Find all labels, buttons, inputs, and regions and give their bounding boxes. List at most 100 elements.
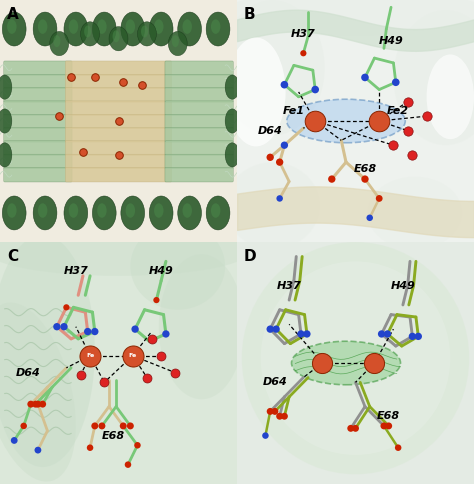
- Ellipse shape: [225, 162, 320, 249]
- Ellipse shape: [172, 35, 179, 47]
- Point: [86, 444, 94, 452]
- Ellipse shape: [64, 196, 88, 230]
- Ellipse shape: [242, 242, 469, 474]
- Ellipse shape: [64, 12, 88, 46]
- Ellipse shape: [182, 203, 192, 218]
- Point: [27, 400, 35, 408]
- FancyBboxPatch shape: [4, 114, 72, 129]
- Point: [383, 330, 391, 338]
- FancyBboxPatch shape: [166, 0, 474, 315]
- Ellipse shape: [149, 196, 173, 230]
- FancyBboxPatch shape: [165, 127, 233, 142]
- Point: [266, 153, 274, 161]
- Text: H37: H37: [277, 281, 301, 290]
- Ellipse shape: [33, 196, 57, 230]
- Ellipse shape: [292, 341, 401, 385]
- Text: Fe2: Fe2: [387, 106, 409, 116]
- Point: [20, 422, 27, 430]
- Text: D64: D64: [16, 368, 41, 378]
- Point: [115, 151, 122, 159]
- FancyBboxPatch shape: [65, 114, 172, 129]
- Ellipse shape: [211, 203, 220, 218]
- Point: [138, 81, 146, 89]
- FancyBboxPatch shape: [165, 61, 233, 76]
- FancyBboxPatch shape: [4, 167, 72, 182]
- FancyBboxPatch shape: [65, 141, 172, 155]
- Point: [276, 158, 283, 166]
- Text: E68: E68: [354, 165, 376, 174]
- Ellipse shape: [0, 109, 12, 133]
- Ellipse shape: [2, 196, 26, 230]
- FancyBboxPatch shape: [65, 61, 172, 76]
- Point: [394, 444, 402, 452]
- Ellipse shape: [154, 19, 164, 34]
- Ellipse shape: [7, 19, 17, 34]
- Ellipse shape: [220, 0, 325, 136]
- Text: Fe: Fe: [86, 353, 94, 358]
- Ellipse shape: [225, 75, 239, 99]
- Text: A: A: [7, 7, 19, 22]
- FancyBboxPatch shape: [65, 167, 172, 182]
- Ellipse shape: [0, 75, 12, 99]
- Ellipse shape: [178, 196, 201, 230]
- Point: [303, 330, 311, 338]
- Point: [55, 112, 63, 120]
- Text: E68: E68: [102, 431, 125, 440]
- Text: H49: H49: [379, 36, 403, 46]
- FancyBboxPatch shape: [65, 74, 172, 89]
- Ellipse shape: [92, 196, 116, 230]
- Ellipse shape: [427, 55, 474, 139]
- Point: [392, 78, 400, 86]
- Text: H49: H49: [391, 281, 415, 290]
- Point: [328, 175, 336, 183]
- Point: [119, 78, 127, 86]
- Ellipse shape: [206, 196, 230, 230]
- Ellipse shape: [97, 19, 107, 34]
- Ellipse shape: [2, 12, 26, 46]
- Point: [153, 296, 160, 304]
- Ellipse shape: [126, 203, 135, 218]
- Point: [91, 328, 99, 335]
- Point: [262, 432, 269, 439]
- Point: [157, 352, 165, 360]
- Point: [162, 330, 170, 338]
- Point: [423, 112, 430, 120]
- Ellipse shape: [367, 177, 462, 249]
- Point: [371, 359, 378, 367]
- Ellipse shape: [0, 143, 12, 167]
- Ellipse shape: [81, 22, 100, 46]
- FancyBboxPatch shape: [65, 101, 172, 116]
- Point: [10, 437, 18, 444]
- Point: [91, 74, 99, 81]
- Point: [281, 81, 288, 89]
- Point: [79, 149, 87, 156]
- Point: [266, 408, 274, 415]
- Point: [390, 141, 397, 149]
- FancyBboxPatch shape: [0, 0, 308, 315]
- Point: [84, 328, 91, 335]
- Text: E68: E68: [377, 411, 400, 421]
- Point: [127, 422, 134, 430]
- FancyBboxPatch shape: [4, 88, 72, 102]
- Text: D64: D64: [263, 378, 287, 387]
- Point: [129, 352, 137, 360]
- Ellipse shape: [97, 203, 107, 218]
- Point: [172, 369, 179, 377]
- Ellipse shape: [182, 19, 192, 34]
- Ellipse shape: [38, 19, 47, 34]
- Ellipse shape: [0, 227, 249, 276]
- Point: [60, 323, 68, 331]
- Text: H49: H49: [149, 266, 173, 276]
- Point: [361, 175, 369, 183]
- Point: [297, 330, 305, 338]
- Ellipse shape: [287, 99, 405, 143]
- Ellipse shape: [121, 196, 145, 230]
- Ellipse shape: [225, 109, 239, 133]
- Point: [34, 446, 42, 454]
- FancyBboxPatch shape: [166, 169, 474, 484]
- Ellipse shape: [154, 203, 164, 218]
- Point: [352, 424, 359, 432]
- Point: [276, 412, 283, 420]
- Point: [385, 422, 392, 430]
- Point: [63, 303, 70, 311]
